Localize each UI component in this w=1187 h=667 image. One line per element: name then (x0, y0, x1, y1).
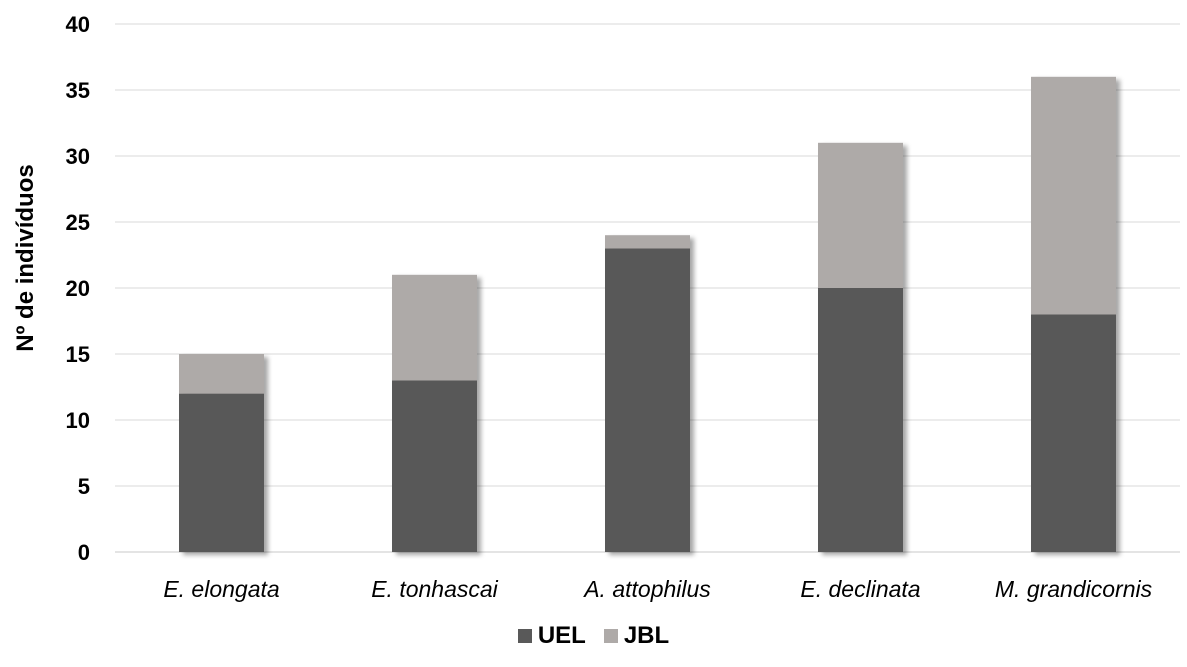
bar-segment-jbl (1031, 76, 1116, 315)
legend-label-uel: UEL (537, 622, 586, 649)
y-tick-label: 5 (78, 474, 90, 499)
legend-item-uel: UEL (517, 622, 586, 650)
x-axis-categories: E. elongata E. tonhascai A. attophilus E. d… (163, 576, 1152, 602)
y-tick-label: 0 (78, 540, 90, 565)
y-axis-ticks: 0 5 10 15 20 25 30 35 40 (66, 12, 90, 565)
bar-stack (392, 274, 477, 552)
legend-swatch-uel (517, 629, 532, 643)
y-tick-label: 30 (66, 144, 90, 169)
bar-segment-uel (1031, 314, 1116, 552)
bar-stack (605, 235, 690, 552)
x-category-label: M. grandicornis (995, 576, 1153, 602)
x-category-label: E. tonhascai (371, 576, 498, 602)
y-axis-label: Nº de indivíduos (12, 164, 39, 351)
y-tick-label: 20 (66, 276, 90, 301)
bar-segment-uel (392, 380, 477, 552)
x-category-label: E. elongata (163, 576, 279, 602)
bar-segment-jbl (605, 235, 690, 249)
bar-stack (818, 142, 903, 552)
bar-segment-jbl (179, 354, 264, 394)
y-tick-label: 15 (66, 342, 90, 367)
bar-stack (179, 354, 264, 552)
bars (179, 76, 1116, 552)
y-tick-label: 25 (66, 210, 90, 235)
y-tick-label: 10 (66, 408, 90, 433)
bar-segment-jbl (392, 274, 477, 381)
legend: UEL JBL (0, 616, 1187, 656)
bar-segment-uel (605, 248, 690, 552)
bar-stack (1031, 76, 1116, 552)
x-category-label: A. attophilus (582, 576, 711, 602)
y-tick-label: 40 (66, 12, 90, 37)
bar-segment-jbl (818, 142, 903, 288)
legend-label-jbl: JBL (623, 622, 670, 649)
bar-segment-uel (179, 393, 264, 552)
legend-item-jbl: JBL (603, 622, 670, 650)
legend-swatch-jbl (603, 629, 618, 643)
bar-segment-uel (818, 288, 903, 552)
y-tick-label: 35 (66, 78, 90, 103)
x-category-label: E. declinata (800, 576, 920, 602)
